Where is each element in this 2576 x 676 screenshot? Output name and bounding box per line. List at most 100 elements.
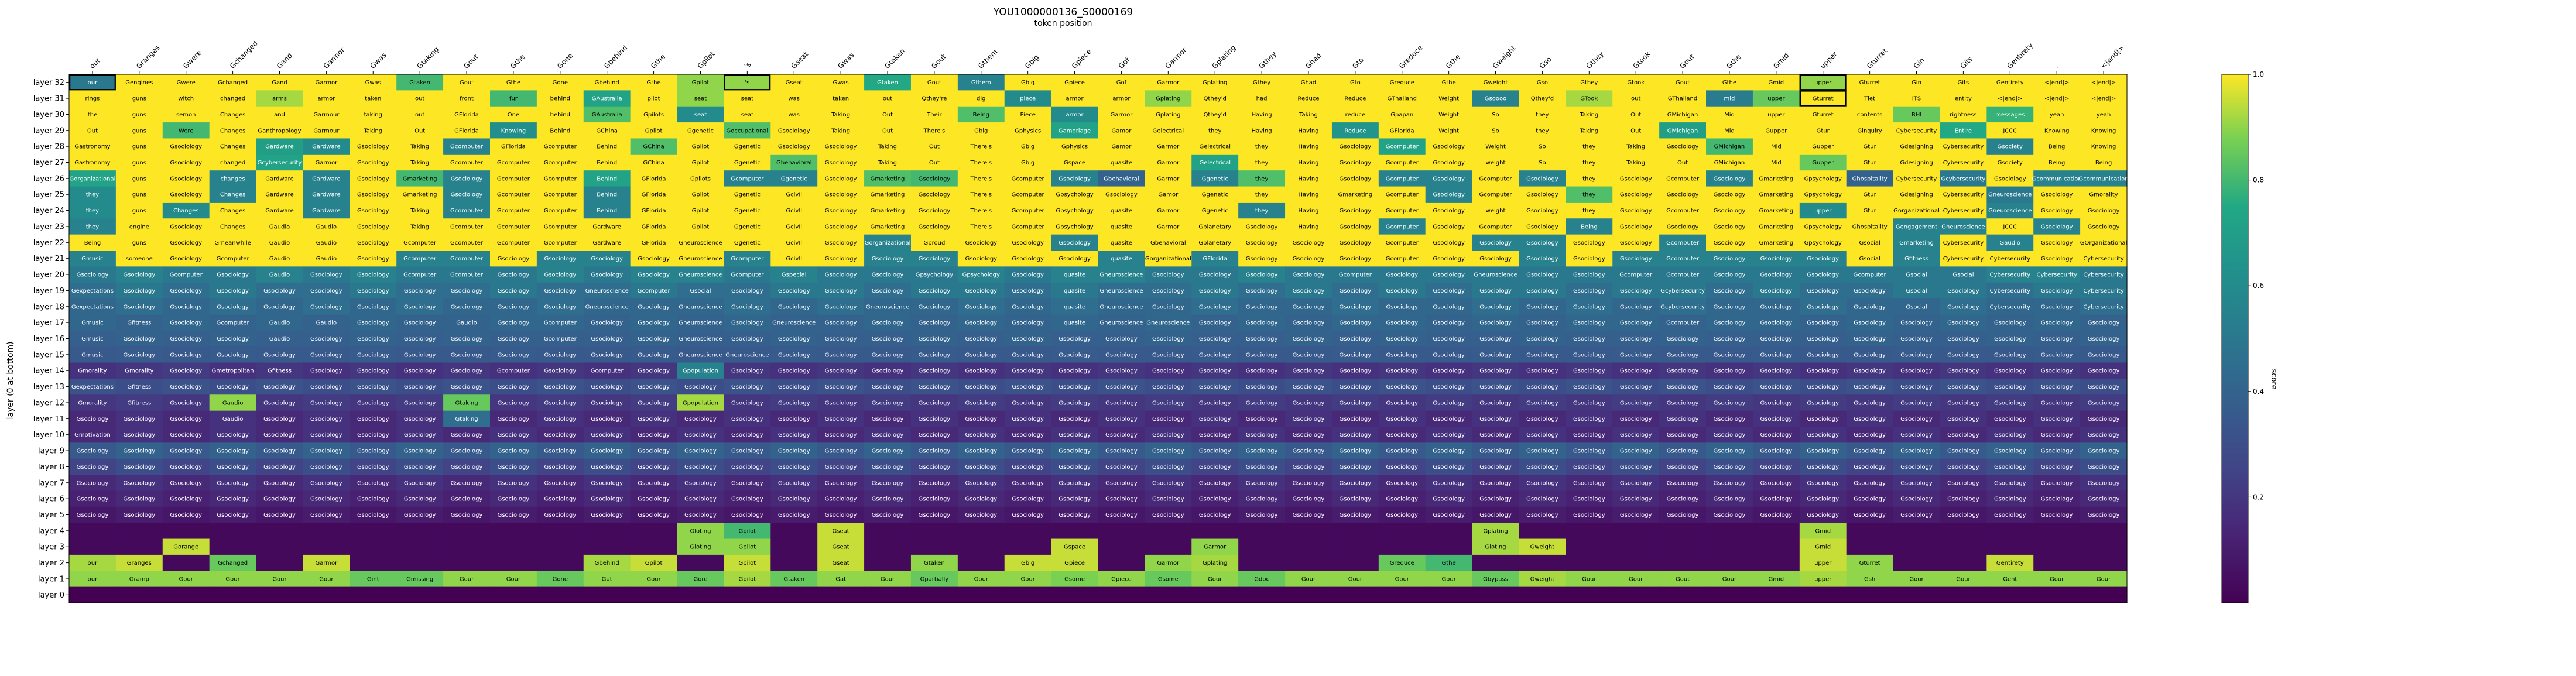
cell-token-label: Gsociology: [591, 400, 623, 406]
cell-token-label: There's: [970, 192, 992, 198]
heatmap-cell: [1145, 282, 1192, 299]
heatmap-cell: [770, 378, 818, 395]
heatmap-cell: [770, 170, 818, 187]
column-label: ’s: [743, 60, 753, 70]
cell-token-label: Gmorality: [2089, 192, 2118, 198]
heatmap-cell: [396, 106, 444, 123]
heatmap-cell: [1425, 251, 1473, 267]
heatmap-cell: [209, 410, 257, 427]
heatmap-cell: [1566, 122, 1613, 139]
heatmap-cell: [864, 330, 912, 347]
heatmap-cell: [256, 154, 304, 171]
heatmap-cell: [724, 234, 771, 251]
cell-token-label: Gpsychology: [1056, 208, 1093, 214]
cell-token-label: Weight: [1438, 112, 1459, 118]
row-label: layer 31: [33, 95, 64, 104]
cell-token-label: Gsociology: [1246, 432, 1278, 438]
cell-token-label: Gour: [179, 576, 194, 582]
cell-token-label: Gloting: [1485, 544, 1506, 551]
heatmap-cell: [2080, 378, 2128, 395]
heatmap-cell: [2080, 122, 2128, 139]
heatmap-cell: [1145, 266, 1192, 283]
cell-token-label: weight: [1486, 160, 1506, 166]
heatmap-cell: [1331, 523, 1379, 540]
cell-token-label: Gsociology: [825, 336, 857, 342]
heatmap-cell: [396, 442, 444, 459]
heatmap-cell: [1191, 427, 1239, 443]
heatmap-cell: [443, 251, 491, 267]
heatmap-cell: [1098, 202, 1145, 219]
cell-token-label: Gexpectations: [71, 288, 114, 294]
heatmap-cell: [1378, 330, 1426, 347]
cell-token-label: Gour: [1348, 576, 1363, 582]
cell-token-label: Gsociology: [1433, 304, 1465, 310]
cell-token-label: Gpopulation: [683, 400, 718, 406]
cell-token-label: Gneuroscience: [1099, 320, 1143, 327]
heatmap-cell: [1051, 202, 1099, 219]
cell-token-label: Gsociology: [357, 304, 389, 310]
cell-token-label: Gsociology: [1340, 352, 1372, 358]
heatmap-cell: [115, 170, 163, 187]
cell-token-label: GcivIl: [786, 224, 802, 230]
cell-token-label: Gsociology: [1152, 496, 1184, 503]
cell-token-label: Reduce: [1344, 128, 1366, 134]
heatmap-cell: [724, 122, 771, 139]
heatmap-cell: [817, 106, 865, 123]
cell-token-label: Gsociology: [1199, 464, 1231, 471]
cell-token-label: Gsociology: [1526, 240, 1558, 246]
cell-token-label: Gmusic: [81, 336, 103, 342]
heatmap-cell: [724, 410, 771, 427]
heatmap-cell: [1145, 458, 1192, 475]
heatmap-cell: [443, 106, 491, 123]
cell-token-label: Gcomputer: [1012, 176, 1045, 182]
cell-token-label: Gsociology: [1526, 400, 1558, 406]
cell-token-label: Gtaken: [877, 80, 898, 86]
heatmap-cell: [303, 475, 350, 492]
cell-token-label: Gsociology: [1199, 272, 1231, 279]
cell-token-label: Gsociology: [778, 304, 810, 310]
cell-token-label: Gsociology: [357, 400, 389, 406]
cell-token-label: Gproud: [924, 240, 946, 246]
cell-token-label: guns: [132, 96, 146, 102]
cell-token-label: Cybersecurity: [1896, 128, 1937, 134]
heatmap-cell: [1331, 427, 1379, 443]
cell-token-label: Gsociology: [1854, 464, 1886, 471]
cell-token-label: Granges: [127, 560, 152, 567]
heatmap-cell: [1706, 186, 1753, 203]
cell-token-label: Gthe: [1722, 80, 1736, 86]
column-label: Gthey: [1585, 50, 1605, 70]
heatmap-cell: [396, 586, 444, 603]
cell-token-label: they: [1255, 144, 1268, 150]
column-label: Gbehind: [602, 44, 629, 71]
heatmap-cell: [350, 122, 397, 139]
heatmap-cell: [1986, 251, 2034, 267]
cell-token-label: Behind: [597, 208, 617, 214]
cell-token-label: GFlorida: [642, 240, 666, 246]
heatmap-cell: [630, 298, 678, 315]
heatmap-cell: [1098, 410, 1145, 427]
cell-token-label: guns: [132, 112, 146, 118]
heatmap-cell: [1706, 122, 1753, 139]
highlighted-cell-outline: [1799, 90, 1847, 107]
cell-token-label: Gint: [367, 576, 379, 582]
cell-token-label: Gsociology: [2041, 432, 2073, 438]
cell-token-label: Gsociology: [1012, 288, 1044, 294]
cell-token-label: Gsociology: [1152, 432, 1184, 438]
cell-token-label: Gsociology: [1900, 352, 1933, 358]
cell-token-label: Gsociology: [1340, 368, 1372, 375]
heatmap-cell: [1612, 282, 1660, 299]
heatmap-cell: [1519, 394, 1566, 411]
heatmap-cell: [69, 282, 117, 299]
heatmap-cell: [115, 394, 163, 411]
cell-token-label: GFlorida: [454, 128, 479, 134]
heatmap-cell: [1893, 475, 1941, 492]
heatmap-cell: [1706, 410, 1753, 427]
heatmap-cell: [1799, 314, 1847, 331]
cell-token-label: Gcomputer: [1479, 176, 1513, 182]
heatmap-cell: [209, 538, 257, 555]
heatmap-cell: [209, 458, 257, 475]
heatmap-cell: [396, 378, 444, 395]
heatmap-cell: [1004, 410, 1052, 427]
heatmap-cell: [1893, 314, 1941, 331]
heatmap-cell: [256, 394, 304, 411]
